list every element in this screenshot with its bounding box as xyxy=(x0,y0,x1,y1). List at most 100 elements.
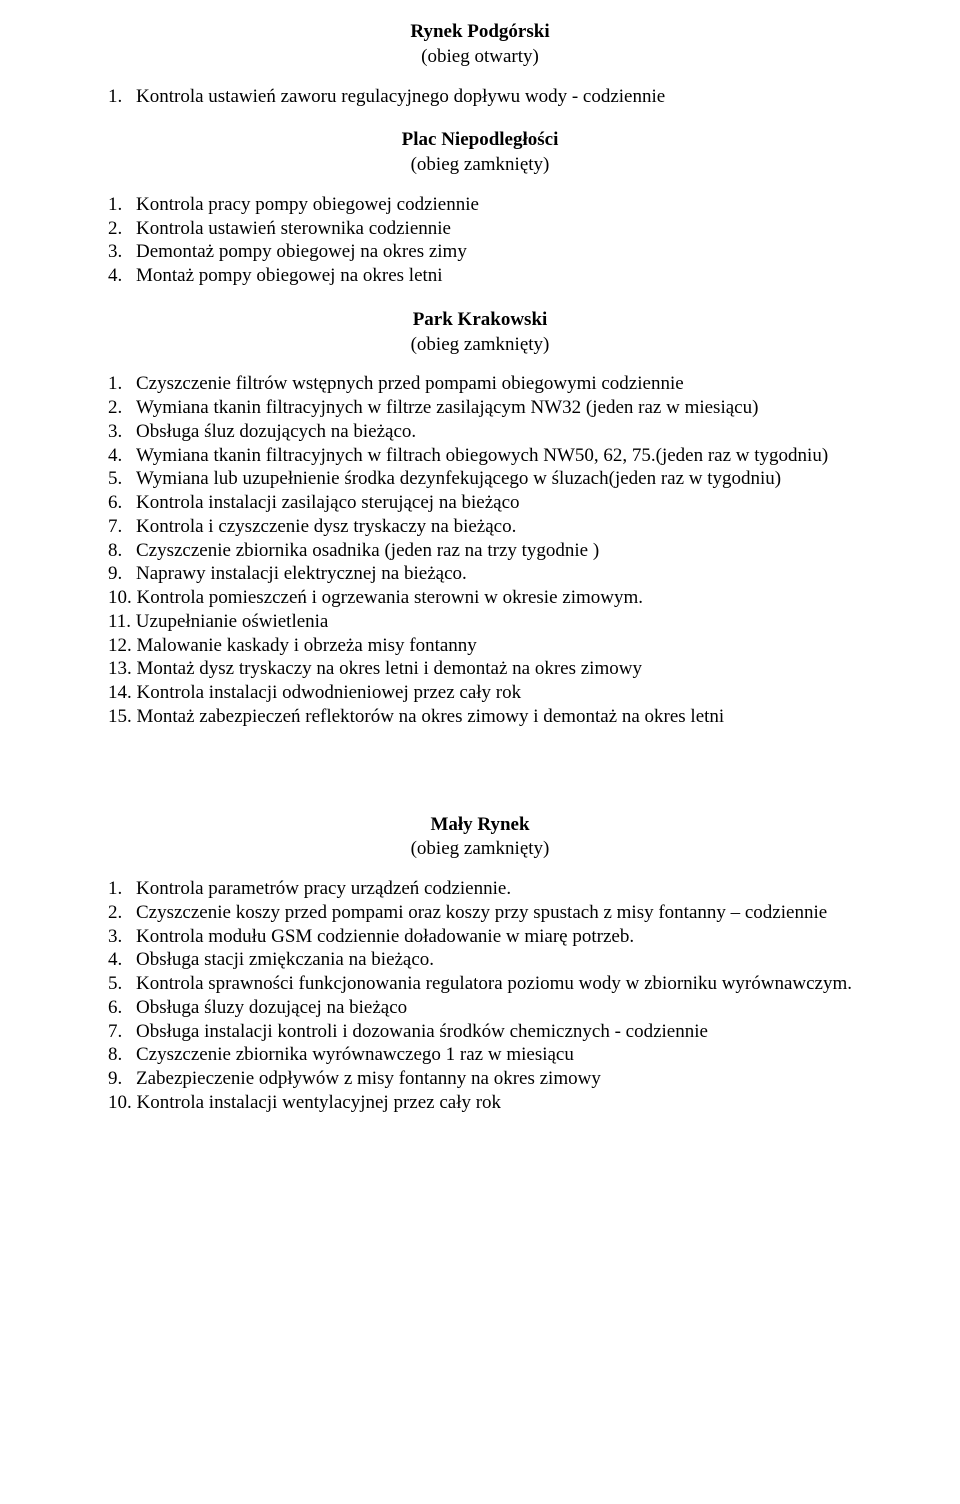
list-number: 2. xyxy=(108,396,122,420)
list-item: 4. Montaż pompy obiegowej na okres letni xyxy=(108,264,852,288)
list-item: 5. Wymiana lub uzupełnienie środka dezynf… xyxy=(108,467,852,491)
list-number: 3. xyxy=(108,240,122,264)
list-number: 4. xyxy=(108,948,122,972)
list-item: 3. Obsługa śluz dozujących na bieżąco. xyxy=(108,420,852,444)
list-item: 15. Montaż zabezpieczeń reflektorów na o… xyxy=(108,705,852,729)
list-number: 14. xyxy=(108,682,137,703)
list-text: Zabezpieczenie odpływów z misy fontanny … xyxy=(136,1068,601,1089)
list-item: 11. Uzupełnianie oświetlenia xyxy=(108,610,852,634)
list-number: 3. xyxy=(108,420,122,444)
list-text: Kontrola instalacji zasilająco sterujące… xyxy=(136,492,520,513)
list-text: Kontrola i czyszczenie dysz tryskaczy na… xyxy=(136,516,516,537)
list-number: 7. xyxy=(108,515,122,539)
section-subtitle-plac-niepodleglosci: (obieg zamknięty) xyxy=(108,153,852,177)
list-text: Demontaż pompy obiegowej na okres zimy xyxy=(136,241,467,262)
list-item: 2. Kontrola ustawień sterownika codzienni… xyxy=(108,217,852,241)
section-title-plac-niepodleglosci: Plac Niepodległości xyxy=(108,128,852,152)
section-title-rynek-podgorski: Rynek Podgórski xyxy=(108,20,852,44)
section-subtitle-rynek-podgorski: (obieg otwarty) xyxy=(108,45,852,69)
list-text: Kontrola sprawności funkcjonowania regul… xyxy=(136,973,852,994)
list-number: 9. xyxy=(108,562,122,586)
list-number: 8. xyxy=(108,539,122,563)
list-text: Kontrola pracy pompy obiegowej codzienni… xyxy=(136,194,479,215)
list-number: 1. xyxy=(108,85,122,109)
list-text: Czyszczenie koszy przed pompami oraz kos… xyxy=(136,902,827,923)
list-item: 10. Kontrola pomieszczeń i ogrzewania st… xyxy=(108,586,852,610)
list-item: 5. Kontrola sprawności funkcjonowania reg… xyxy=(108,972,852,996)
list-text: Obsługa śluz dozujących na bieżąco. xyxy=(136,421,416,442)
list-number: 1. xyxy=(108,877,122,901)
list-item: 1. Czyszczenie filtrów wstępnych przed po… xyxy=(108,372,852,396)
list-text: Montaż pompy obiegowej na okres letni xyxy=(136,265,443,286)
list-text: Czyszczenie zbiornika wyrównawczego 1 ra… xyxy=(136,1044,574,1065)
list-item: 10. Kontrola instalacji wentylacyjnej pr… xyxy=(108,1091,852,1115)
list-item: 3. Kontrola modułu GSM codziennie doładow… xyxy=(108,925,852,949)
list-number: 7. xyxy=(108,1020,122,1044)
list-text: Uzupełnianie oświetlenia xyxy=(136,611,329,632)
list-text: Kontrola instalacji wentylacyjnej przez … xyxy=(137,1092,502,1113)
list-item: 7. Kontrola i czyszczenie dysz tryskaczy … xyxy=(108,515,852,539)
list-number: 4. xyxy=(108,444,122,468)
list-number: 2. xyxy=(108,901,122,925)
list-number: 5. xyxy=(108,467,122,491)
list-text: Obsługa instalacji kontroli i dozowania … xyxy=(136,1021,708,1042)
list-text: Wymiana lub uzupełnienie środka dezynfek… xyxy=(136,468,781,489)
list-item: 2. Wymiana tkanin filtracyjnych w filtrze… xyxy=(108,396,852,420)
list-text: Kontrola modułu GSM codziennie doładowan… xyxy=(136,926,634,947)
list-number: 1. xyxy=(108,372,122,396)
list-item: 2. Czyszczenie koszy przed pompami oraz k… xyxy=(108,901,852,925)
list-item: 4. Wymiana tkanin filtracyjnych w filtrac… xyxy=(108,444,852,468)
list-number: 8. xyxy=(108,1043,122,1067)
list-park-krakowski: 1. Czyszczenie filtrów wstępnych przed po… xyxy=(108,372,852,728)
list-number: 12. xyxy=(108,635,137,656)
list-item: 13. Montaż dysz tryskaczy na okres letni… xyxy=(108,657,852,681)
list-item: 9. Naprawy instalacji elektrycznej na bie… xyxy=(108,562,852,586)
list-text: Czyszczenie zbiornika osadnika (jeden ra… xyxy=(136,540,599,561)
list-number: 15. xyxy=(108,706,137,727)
list-number: 6. xyxy=(108,996,122,1020)
list-text: Kontrola ustawień sterownika codziennie xyxy=(136,218,451,239)
list-item: 7. Obsługa instalacji kontroli i dozowani… xyxy=(108,1020,852,1044)
list-number: 6. xyxy=(108,491,122,515)
list-item: 9. Zabezpieczenie odpływów z misy fontann… xyxy=(108,1067,852,1091)
list-number: 10. xyxy=(108,587,137,608)
list-number: 13. xyxy=(108,658,137,679)
list-text: Kontrola instalacji odwodnieniowej przez… xyxy=(137,682,522,703)
list-number: 9. xyxy=(108,1067,122,1091)
list-item: 4. Obsługa stacji zmiękczania na bieżąco. xyxy=(108,948,852,972)
list-item: 6. Kontrola instalacji zasilająco sterują… xyxy=(108,491,852,515)
list-text: Wymiana tkanin filtracyjnych w filtrze z… xyxy=(136,397,758,418)
list-text: Montaż zabezpieczeń reflektorów na okres… xyxy=(137,706,725,727)
list-item: 1. Kontrola parametrów pracy urządzeń cod… xyxy=(108,877,852,901)
list-text: Montaż dysz tryskaczy na okres letni i d… xyxy=(137,658,642,679)
list-maly-rynek: 1. Kontrola parametrów pracy urządzeń cod… xyxy=(108,877,852,1115)
list-text: Czyszczenie filtrów wstępnych przed pomp… xyxy=(136,373,684,394)
list-text: Kontrola pomieszczeń i ogrzewania sterow… xyxy=(137,587,644,608)
list-text: Kontrola parametrów pracy urządzeń codzi… xyxy=(136,878,511,899)
list-item: 6. Obsługa śluzy dozującej na bieżąco xyxy=(108,996,852,1020)
list-text: Kontrola ustawień zaworu regulacyjnego d… xyxy=(136,86,665,107)
list-plac-niepodleglosci: 1. Kontrola pracy pompy obiegowej codzien… xyxy=(108,193,852,288)
list-text: Malowanie kaskady i obrzeża misy fontann… xyxy=(137,635,477,656)
section-title-park-krakowski: Park Krakowski xyxy=(108,308,852,332)
list-text: Obsługa śluzy dozującej na bieżąco xyxy=(136,997,407,1018)
list-number: 2. xyxy=(108,217,122,241)
list-number: 3. xyxy=(108,925,122,949)
list-item: 8. Czyszczenie zbiornika wyrównawczego 1 … xyxy=(108,1043,852,1067)
list-number: 10. xyxy=(108,1092,137,1113)
list-text: Naprawy instalacji elektrycznej na bieżą… xyxy=(136,563,467,584)
list-rynek-podgorski: 1. Kontrola ustawień zaworu regulacyjnego… xyxy=(108,85,852,109)
list-text: Obsługa stacji zmiękczania na bieżąco. xyxy=(136,949,434,970)
list-number: 5. xyxy=(108,972,122,996)
list-item: 1. Kontrola ustawień zaworu regulacyjnego… xyxy=(108,85,852,109)
list-item: 8. Czyszczenie zbiornika osadnika (jeden … xyxy=(108,539,852,563)
list-text: Wymiana tkanin filtracyjnych w filtrach … xyxy=(136,445,828,466)
list-item: 12. Malowanie kaskady i obrzeża misy fon… xyxy=(108,634,852,658)
list-number: 1. xyxy=(108,193,122,217)
section-subtitle-maly-rynek: (obieg zamknięty) xyxy=(108,837,852,861)
list-number: 4. xyxy=(108,264,122,288)
list-item: 3. Demontaż pompy obiegowej na okres zimy xyxy=(108,240,852,264)
section-subtitle-park-krakowski: (obieg zamknięty) xyxy=(108,333,852,357)
list-item: 1. Kontrola pracy pompy obiegowej codzien… xyxy=(108,193,852,217)
section-title-maly-rynek: Mały Rynek xyxy=(108,813,852,837)
